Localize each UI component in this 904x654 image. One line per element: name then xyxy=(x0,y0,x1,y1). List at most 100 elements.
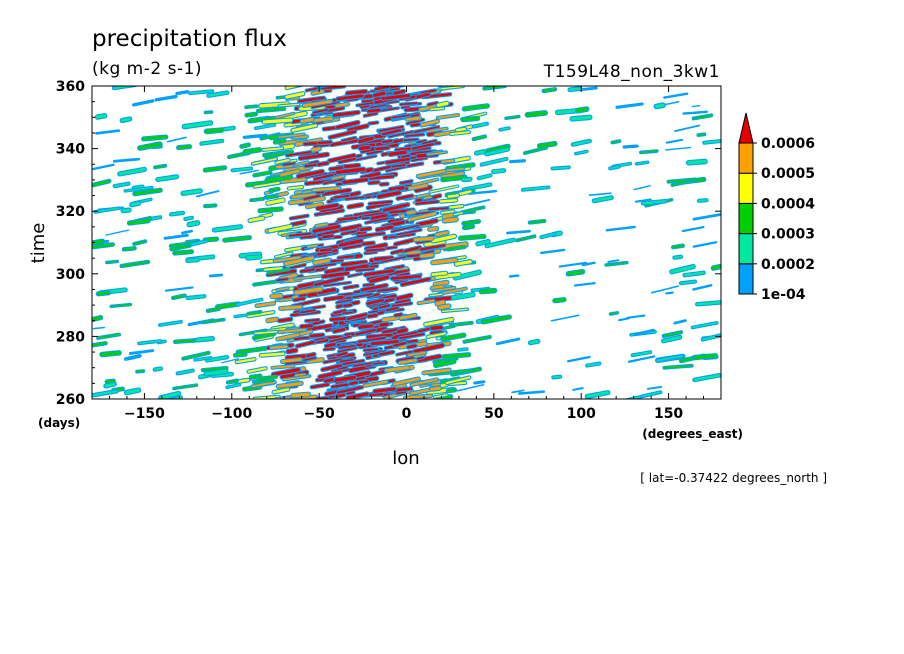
precip-streak xyxy=(313,173,334,181)
precip-streak xyxy=(391,331,418,340)
precip-streak xyxy=(136,370,145,373)
precip-streak xyxy=(347,203,364,209)
precip-streak xyxy=(286,348,298,354)
precip-streak xyxy=(154,94,178,102)
colorbar-label: 0.0006 xyxy=(761,136,815,152)
precip-streak xyxy=(492,169,506,173)
precip-streak xyxy=(138,340,162,345)
precip-streak xyxy=(435,272,461,279)
precip-streak xyxy=(336,94,364,101)
precip-streak xyxy=(266,317,279,323)
precip-streak xyxy=(422,139,437,145)
precip-streak xyxy=(322,188,351,196)
precip-streak xyxy=(407,351,427,356)
precip-streak xyxy=(164,286,194,292)
precip-streak xyxy=(189,90,214,94)
precip-streak xyxy=(317,161,329,166)
precip-streak xyxy=(631,351,652,357)
precip-streak xyxy=(553,298,566,303)
precip-streak xyxy=(379,322,389,327)
precip-streak xyxy=(447,246,466,251)
precip-streak xyxy=(390,274,421,280)
precip-streak xyxy=(204,128,224,134)
precip-streak xyxy=(375,146,390,151)
precip-streak xyxy=(316,288,337,295)
precip-streak xyxy=(204,369,228,376)
precip-streak xyxy=(682,110,709,115)
precip-streak xyxy=(290,220,306,226)
precip-streak xyxy=(393,341,407,347)
precip-streak xyxy=(311,101,340,109)
precip-streak xyxy=(364,251,377,255)
precip-streak xyxy=(346,391,355,395)
precip-streak xyxy=(459,234,486,240)
precip-streak xyxy=(316,203,339,210)
precip-streak xyxy=(206,356,228,362)
precip-streak xyxy=(605,262,628,266)
precip-streak xyxy=(370,104,387,109)
precip-streak xyxy=(412,178,439,186)
precip-streak xyxy=(475,150,486,155)
precip-streak xyxy=(499,127,510,131)
precip-streak xyxy=(92,326,106,330)
precip-streak xyxy=(106,260,118,264)
precip-streak xyxy=(296,169,324,178)
precip-streak xyxy=(300,324,313,329)
precip-streak xyxy=(325,267,345,274)
precip-streak xyxy=(333,195,350,199)
precip-streak xyxy=(120,117,132,122)
precip-streak xyxy=(467,189,498,195)
precip-streak xyxy=(110,303,131,307)
precip-streak xyxy=(448,204,464,209)
precip-streak xyxy=(403,138,419,141)
precip-streak xyxy=(392,114,410,119)
precip-streak xyxy=(439,199,458,203)
precip-streak xyxy=(426,332,447,338)
precip-streak xyxy=(349,381,359,385)
precip-streak xyxy=(410,123,420,127)
precip-streak xyxy=(258,375,278,381)
precip-streak xyxy=(400,246,422,253)
x-tick-label: 150 xyxy=(654,406,683,422)
precip-streak xyxy=(284,256,314,266)
precip-streak xyxy=(314,276,344,287)
precip-streak xyxy=(697,133,706,136)
precip-streak xyxy=(641,200,667,205)
precip-streak xyxy=(524,147,547,154)
precip-streak xyxy=(236,298,263,306)
precip-streak xyxy=(391,249,404,254)
precip-streak xyxy=(194,357,212,361)
precip-streak xyxy=(289,232,312,237)
precip-streak xyxy=(153,367,162,371)
precip-streak xyxy=(522,186,550,191)
precip-streak xyxy=(441,333,466,341)
precip-streak xyxy=(379,125,404,132)
experiment-label: T159L48_non_3kw1 xyxy=(543,62,720,82)
precip-streak xyxy=(671,180,690,186)
precip-streak xyxy=(94,207,120,213)
precip-streak xyxy=(429,185,459,193)
precip-streak xyxy=(311,147,321,152)
precip-streak xyxy=(291,135,308,139)
precip-streak xyxy=(121,208,131,213)
precip-streak xyxy=(476,240,490,246)
precip-streak xyxy=(270,345,288,350)
precip-streak xyxy=(182,351,210,360)
precip-streak xyxy=(138,142,162,150)
precip-streak xyxy=(355,328,376,336)
precip-streak xyxy=(252,158,277,165)
precip-streak xyxy=(333,309,347,315)
precip-streak xyxy=(268,224,293,233)
precip-streak xyxy=(335,102,350,107)
precip-streak xyxy=(303,194,320,200)
plot-area xyxy=(91,85,722,400)
colorbar-segment xyxy=(738,202,754,235)
precip-streak xyxy=(406,210,416,215)
precip-streak xyxy=(436,101,449,107)
precip-streak xyxy=(388,131,414,138)
precip-streak xyxy=(434,395,453,399)
precip-streak xyxy=(550,314,580,322)
precip-streak xyxy=(291,392,311,398)
precip-streak xyxy=(408,212,437,221)
precip-streak xyxy=(378,304,391,309)
